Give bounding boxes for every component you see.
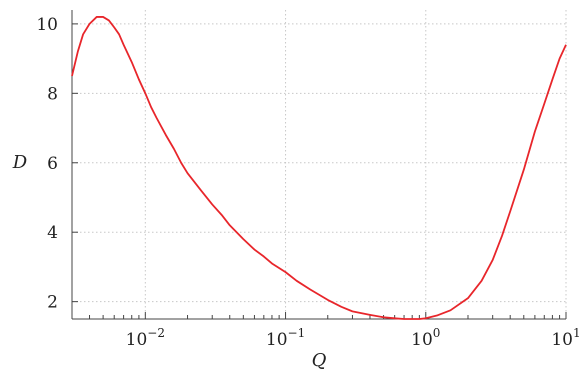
y-tick-label-0: 2	[47, 293, 58, 313]
y-tick-label-3: 8	[47, 84, 58, 104]
y-tick-label-2: 6	[47, 154, 58, 174]
tick-labels: 10−2 10−1 100 101 2 4 6 8 10	[36, 15, 580, 350]
ticks	[71, 23, 567, 319]
series-line-0	[71, 16, 567, 320]
x-axis-label: Q	[312, 350, 327, 371]
x-tick-label-1: 10−1	[266, 326, 305, 350]
y-axis-label: D	[12, 152, 28, 173]
x-tick-label-3: 101	[551, 326, 580, 350]
series	[71, 16, 567, 320]
axes	[71, 10, 566, 320]
y-tick-label-4: 10	[36, 15, 58, 35]
y-tick-label-1: 4	[47, 223, 58, 243]
grid	[72, 10, 567, 319]
x-tick-label-0: 10−2	[126, 326, 165, 350]
x-tick-label-2: 100	[411, 326, 440, 350]
